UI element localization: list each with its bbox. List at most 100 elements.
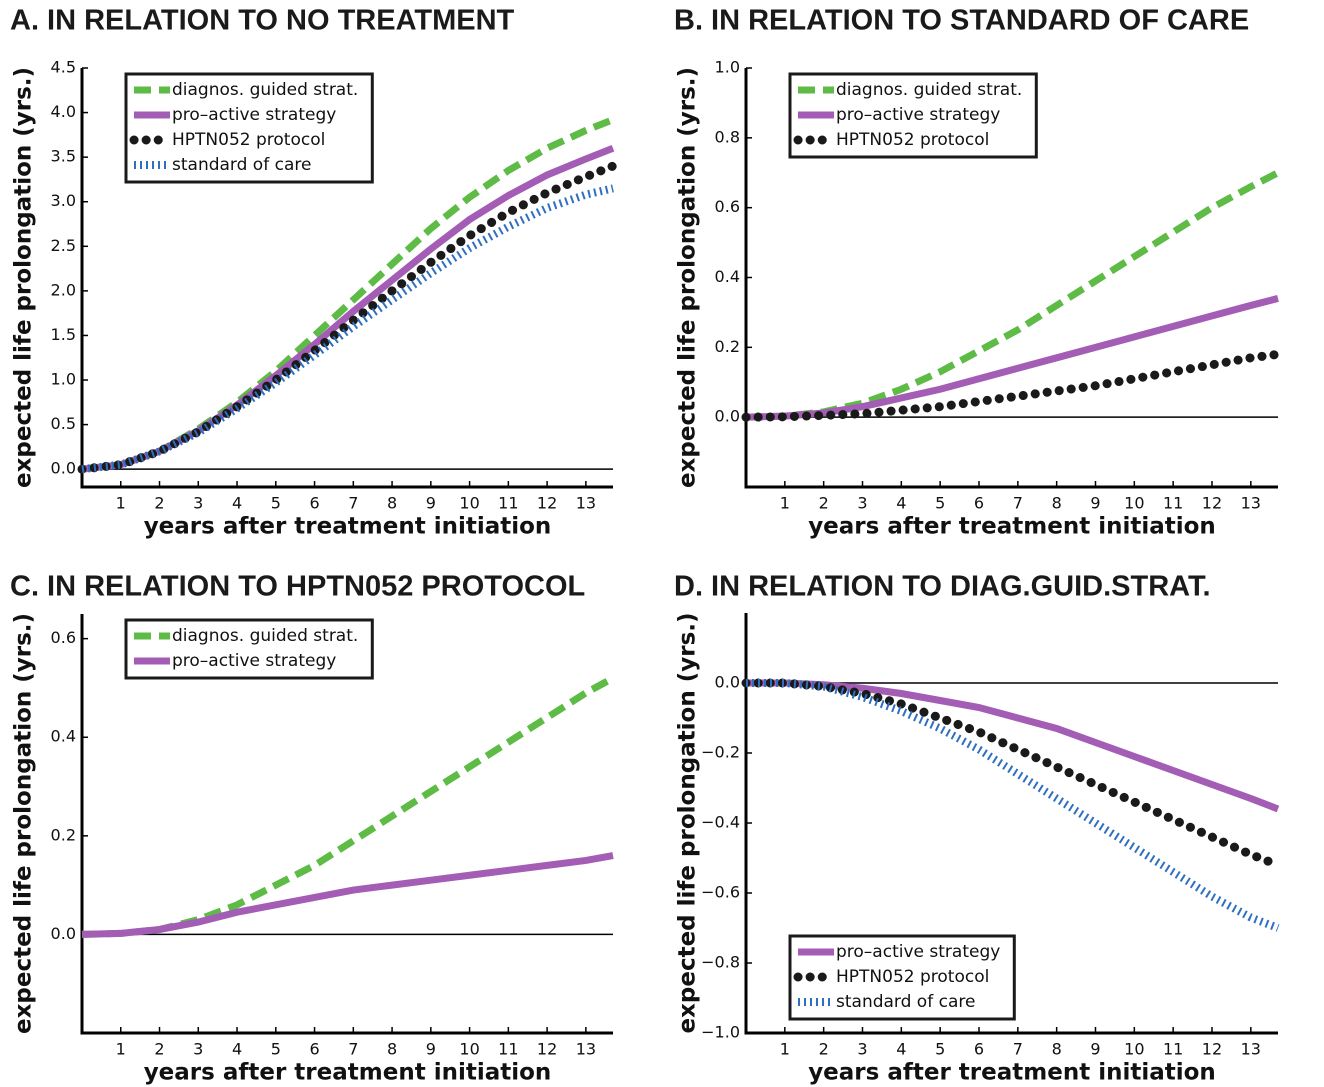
x-axis-label: years after treatment initiation xyxy=(808,514,1216,540)
panel-title: C. IN RELATION TO HPTN052 PROTOCOL xyxy=(10,571,585,603)
x-axis-label: years after treatment initiation xyxy=(144,514,552,540)
x-tick-label: 9 xyxy=(426,1040,436,1059)
x-tick-label: 12 xyxy=(537,1040,557,1059)
y-axis-label: expected life prolongation (yrs.) xyxy=(675,67,701,488)
y-tick-label: −0.8 xyxy=(701,953,740,972)
y-tick-label: −0.6 xyxy=(701,883,740,902)
y-tick-label: 0.8 xyxy=(715,127,740,146)
x-tick-label: 5 xyxy=(271,494,281,513)
legend-label: HPTN052 protocol xyxy=(836,130,989,150)
axes xyxy=(80,68,613,489)
legend-label: pro–active strategy xyxy=(836,942,1000,962)
series-line xyxy=(745,295,1279,421)
y-tick-label: −0.2 xyxy=(701,743,740,762)
axes xyxy=(744,613,1278,1035)
y-tick-label: 1.0 xyxy=(715,58,740,77)
series-line xyxy=(741,349,1283,422)
x-tick-label: 3 xyxy=(193,494,203,513)
x-tick-label: 2 xyxy=(154,494,164,513)
legend-label: diagnos. guided strat. xyxy=(836,80,1022,100)
y-tick-label: 0.4 xyxy=(715,267,740,286)
x-tick-label: 1 xyxy=(780,494,790,513)
y-tick-label: 0.0 xyxy=(51,924,76,943)
legend: diagnos. guided strat. pro–active strateg… xyxy=(788,72,1038,159)
y-tick-label: 4.5 xyxy=(51,58,76,77)
y-tick-label: −1.0 xyxy=(701,1023,740,1042)
x-tick-label: 2 xyxy=(819,494,829,513)
legend-label: HPTN052 protocol xyxy=(172,130,325,150)
x-tick-label: 9 xyxy=(1090,494,1100,513)
legend-label: standard of care xyxy=(836,992,975,1012)
axes xyxy=(80,614,613,1035)
x-tick-label: 12 xyxy=(537,494,557,513)
panel-title: A. IN RELATION TO NO TREATMENT xyxy=(10,5,515,37)
x-tick-label: 7 xyxy=(1013,1040,1023,1059)
x-tick-label: 4 xyxy=(896,494,906,513)
x-tick-label: 5 xyxy=(271,1040,281,1059)
x-tick-label: 11 xyxy=(498,1040,518,1059)
y-tick-label: 1.5 xyxy=(51,325,76,344)
y-tick-label: 2.0 xyxy=(51,280,76,299)
x-axis-label: years after treatment initiation xyxy=(144,1060,552,1086)
y-tick-label: 0.4 xyxy=(51,727,76,746)
x-tick-label: 5 xyxy=(935,1040,945,1059)
series-line xyxy=(746,679,1280,932)
legend-label: diagnos. guided strat. xyxy=(172,80,358,100)
y-axis-label: expected life prolongation (yrs.) xyxy=(11,67,37,488)
y-tick-label: −0.4 xyxy=(701,813,740,832)
y-tick-label: 0.6 xyxy=(715,197,740,216)
x-tick-label: 6 xyxy=(974,1040,984,1059)
x-tick-label: 6 xyxy=(309,494,319,513)
x-tick-label: 4 xyxy=(232,494,242,513)
y-tick-label: 3.5 xyxy=(51,147,76,166)
series-line xyxy=(81,675,615,938)
x-tick-label: 2 xyxy=(154,1040,164,1059)
y-tick-label: 1.0 xyxy=(51,370,76,389)
x-tick-label: 7 xyxy=(1013,494,1023,513)
x-tick-label: 9 xyxy=(1090,1040,1100,1059)
x-tick-label: 8 xyxy=(387,1040,397,1059)
x-tick-label: 10 xyxy=(459,494,479,513)
panel-title: B. IN RELATION TO STANDARD OF CARE xyxy=(674,5,1249,37)
x-tick-label: 7 xyxy=(348,494,358,513)
legend-box xyxy=(124,618,374,680)
x-tick-label: 13 xyxy=(1241,1040,1261,1059)
y-axis-label: expected life prolongation (yrs.) xyxy=(675,612,701,1033)
y-tick-label: 0.2 xyxy=(715,337,740,356)
y-tick-label: 4.0 xyxy=(51,102,76,121)
series-line xyxy=(81,116,615,473)
x-tick-label: 1 xyxy=(116,494,126,513)
legend: pro–active strategy HPTN052 protocol stand… xyxy=(788,934,1016,1021)
x-tick-label: 5 xyxy=(935,494,945,513)
legend: diagnos. guided strat. pro–active strateg… xyxy=(124,618,374,680)
x-tick-label: 1 xyxy=(780,1040,790,1059)
x-tick-label: 3 xyxy=(857,494,867,513)
x-tick-label: 2 xyxy=(819,1040,829,1059)
x-tick-label: 13 xyxy=(1241,494,1261,513)
x-tick-label: 1 xyxy=(116,1040,126,1059)
legend-label: standard of care xyxy=(172,155,311,175)
axes xyxy=(744,68,1278,489)
series-line xyxy=(81,852,614,938)
x-tick-label: 8 xyxy=(387,494,397,513)
legend: diagnos. guided strat. pro–active strateg… xyxy=(124,72,374,184)
series-line xyxy=(741,678,1283,870)
x-tick-label: 7 xyxy=(348,1040,358,1059)
x-tick-label: 11 xyxy=(498,494,518,513)
x-tick-label: 6 xyxy=(309,1040,319,1059)
x-tick-label: 10 xyxy=(459,1040,479,1059)
y-tick-label: 0.5 xyxy=(51,414,76,433)
x-tick-label: 3 xyxy=(193,1040,203,1059)
x-tick-label: 8 xyxy=(1052,494,1062,513)
y-tick-label: 0.0 xyxy=(715,407,740,426)
x-tick-label: 8 xyxy=(1052,1040,1062,1059)
x-tick-label: 12 xyxy=(1202,1040,1222,1059)
panel-title: D. IN RELATION TO DIAG.GUID.STRAT. xyxy=(674,571,1211,603)
legend-label: pro–active strategy xyxy=(172,651,336,671)
y-tick-label: 3.0 xyxy=(51,191,76,210)
legend-label: pro–active strategy xyxy=(836,105,1000,125)
x-tick-label: 9 xyxy=(426,494,436,513)
y-tick-label: 0.0 xyxy=(715,673,740,692)
x-tick-label: 11 xyxy=(1163,1040,1183,1059)
